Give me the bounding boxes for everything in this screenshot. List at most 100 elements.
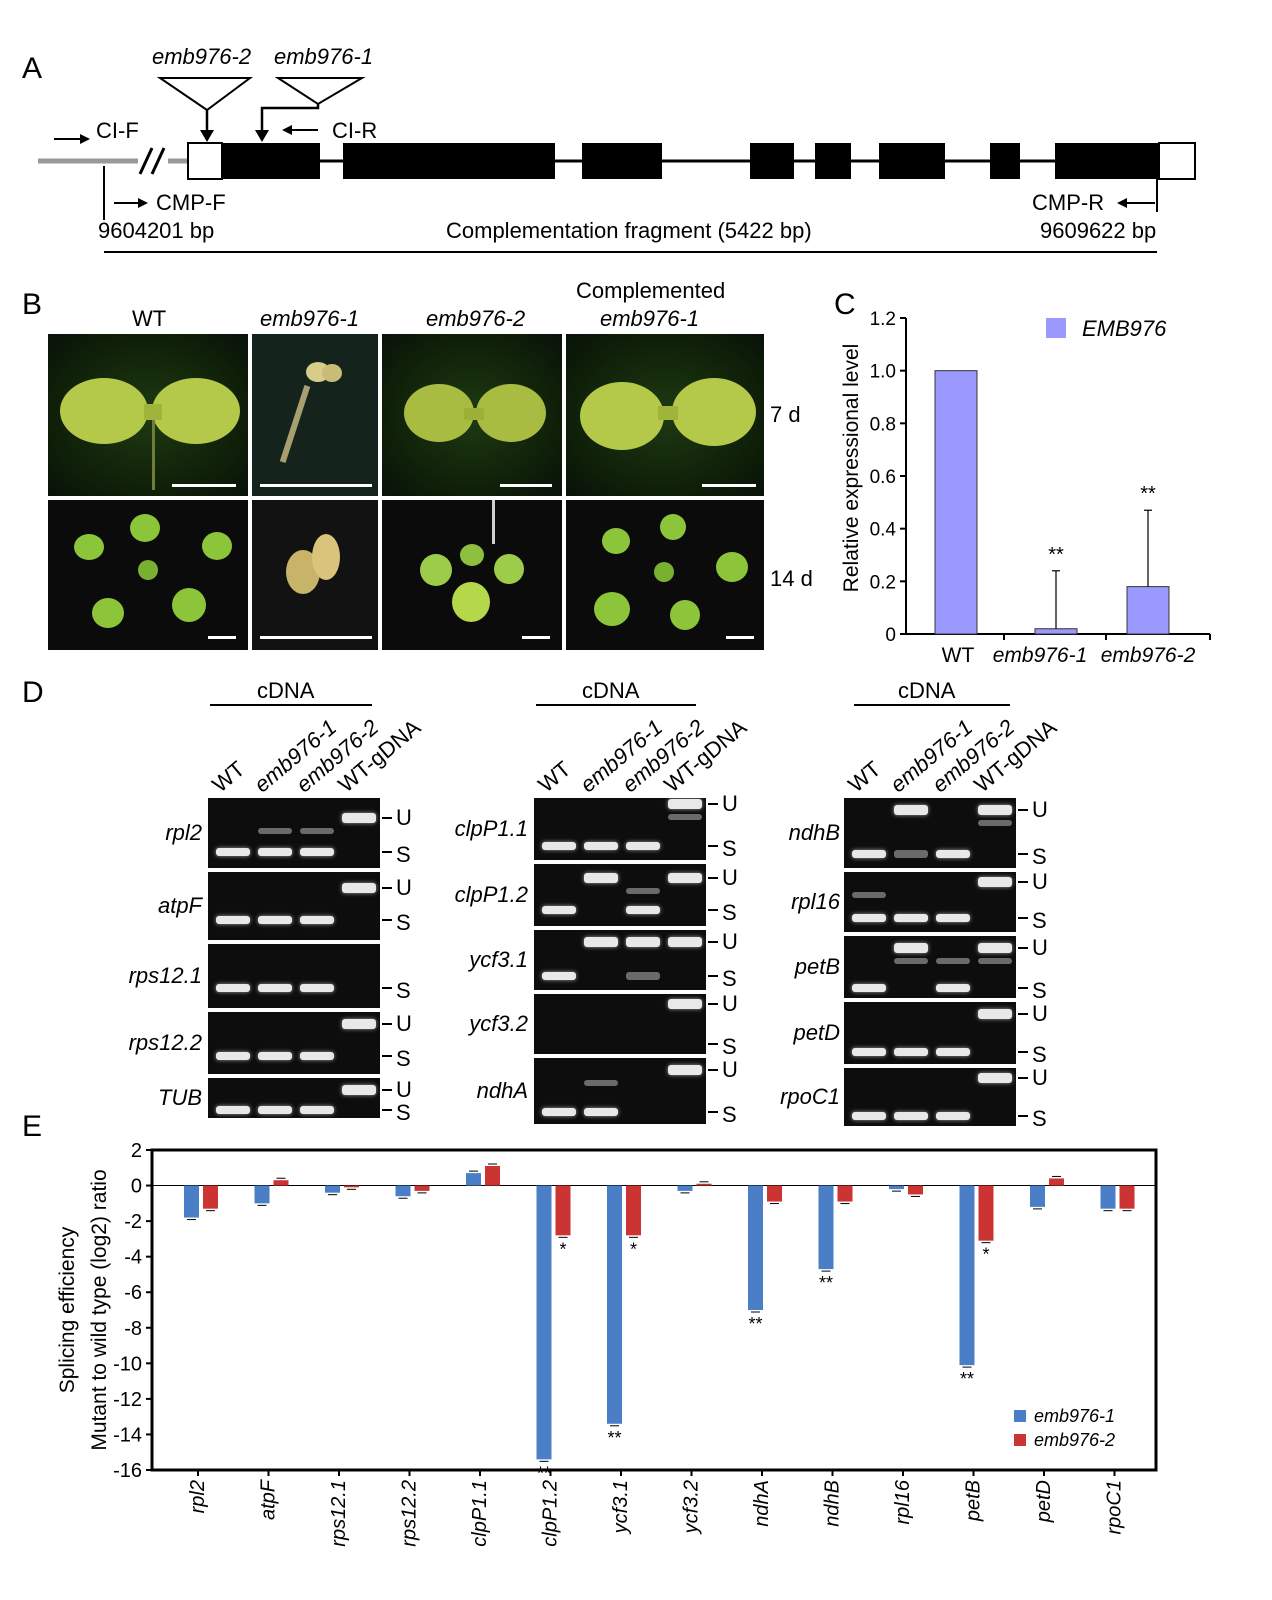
gel-band [216,848,250,856]
y-tick-label: -10 [113,1353,142,1375]
y-tick-label: -6 [124,1282,142,1304]
y-tick-label: -16 [113,1460,142,1482]
u-marker-line [708,803,718,805]
gel-band [852,892,886,898]
photo-complemented-7d [566,334,764,496]
gel-band [542,906,576,914]
gel-band [668,999,702,1009]
row-label-7d: 7 d [770,402,801,427]
row-label-14d: 14 d [770,566,813,591]
gel-band [300,1106,334,1114]
gel-band [342,883,376,893]
gene-label-rpl2: rpl2 [165,820,202,845]
panel-label-b: B [22,288,43,321]
end-bp-label: 9609622 bp [1040,218,1157,243]
gel-band [626,906,660,914]
x-tick-label: rpl2 [187,1480,209,1513]
gel-band [668,799,702,809]
bar-rpl16-emb976-2 [908,1185,923,1195]
bar-petD-emb976-2 [1049,1178,1064,1186]
photo-complemented-14d [566,500,764,650]
gel-band [300,848,334,856]
bar-ycf3.2-emb976-2 [696,1183,712,1186]
cdna-header: cDNA [582,678,640,703]
gel-band [894,1112,928,1120]
s-marker-line [382,919,392,921]
bar-WT [934,370,978,635]
u-marker-label: U [722,865,738,890]
significance-mark: ** [1048,544,1064,566]
u-marker-line [382,1023,392,1025]
gene-label-TUB: TUB [158,1085,202,1110]
photo-emb976-1-14d [252,500,378,650]
gel-band [300,916,334,924]
gel-band [894,958,928,964]
scale-bar [208,636,236,639]
s-marker-line [382,987,392,989]
panel-label-a: A [22,52,43,85]
gel-band [978,1073,1012,1083]
legend-swatch [1046,318,1066,338]
allele-2-label: emb976-2 [152,44,252,69]
gene-label-petB: petB [794,954,840,979]
gel-band [936,984,970,992]
exon-4 [750,143,794,179]
s-marker-line [1018,987,1028,989]
bar-rpoC1-emb976-1 [1100,1185,1116,1209]
u-marker-label: U [722,791,738,816]
x-tick-label: rps12.2 [399,1480,421,1547]
s-marker-label: S [1032,1042,1047,1067]
gel-band [894,1048,928,1056]
gel-ycf3.2 [534,994,706,1054]
bar-clpP1.1-emb976-2 [485,1166,500,1186]
bar-petD-emb976-1 [1030,1185,1045,1207]
gel-band [342,813,376,823]
x-tick-label: ndhA [751,1480,773,1527]
s-marker-label: S [1032,908,1047,933]
gel-band [258,848,292,856]
y-tick-label: 0.6 [870,467,896,488]
gel-band [852,850,886,858]
gel-band [936,1112,970,1120]
y-tick-label: -12 [113,1389,142,1411]
panel-label-d: D [22,676,44,709]
u-marker-label: U [396,1011,412,1036]
u-marker-line [1018,1077,1028,1079]
significance-mark: ** [748,1314,762,1334]
gel-band [258,984,292,992]
scale-bar [260,484,372,487]
gel-TUB [208,1078,380,1118]
col-label-emb976-2: emb976-2 [426,306,526,331]
photo-emb976-2-14d [382,500,562,650]
s-marker-label: S [396,910,411,935]
ci-r-label: CI-R [332,118,378,143]
x-tick-label: atpF [258,1478,280,1520]
gel-band [936,850,970,858]
bar-rpoC1-emb976-2 [1119,1185,1135,1209]
photo-emb976-2-7d [382,334,562,496]
s-marker-label: S [1032,844,1047,869]
gel-band [852,984,886,992]
u-marker-label: U [722,929,738,954]
bar-clpP1.2-emb976-1 [536,1185,552,1460]
y-tick-label: 2 [131,1140,142,1162]
s-marker-label: S [722,1102,737,1127]
u-marker-line [708,941,718,943]
legend-swatch-emb976-1 [1014,1410,1026,1422]
gel-band [216,916,250,924]
scale-bar [702,484,756,487]
x-tick-label: rpl16 [892,1479,914,1524]
panel-label-c: C [834,288,856,321]
s-marker-line [1018,853,1028,855]
gene-label-rpl16: rpl16 [791,889,840,914]
bar-rps12.2-emb976-1 [395,1185,411,1197]
bar-ndhA-emb976-2 [767,1185,782,1202]
cmp-r-label: CMP-R [1032,190,1105,215]
s-marker-label: S [396,978,411,1003]
bar-ycf3.1-emb976-1 [607,1185,622,1424]
gel-band [584,1108,618,1116]
gel-band [542,972,576,980]
y-tick-label: 0 [885,625,896,646]
fragment-label: Complementation fragment (5422 bp) [446,218,812,243]
gel-band [342,1019,376,1029]
